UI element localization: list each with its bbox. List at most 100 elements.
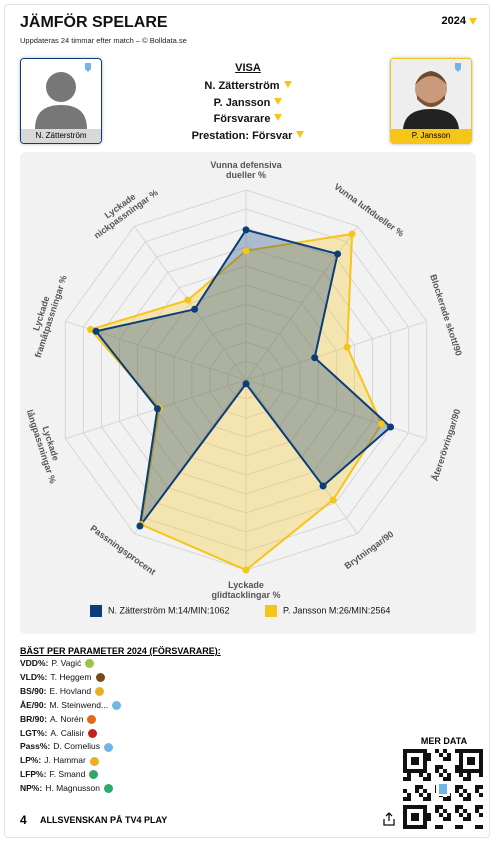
data-point — [136, 522, 144, 530]
data-point — [329, 496, 337, 504]
club-logo — [112, 700, 122, 710]
qr-module — [455, 769, 459, 773]
qr-module — [419, 793, 423, 797]
axis-label: Vunna defensiva dueller % — [210, 160, 282, 180]
qr-code[interactable] — [402, 748, 484, 830]
qr-module — [479, 793, 483, 797]
best-player[interactable]: H. Magnusson — [45, 783, 101, 794]
qr-module — [435, 825, 439, 829]
best-player[interactable]: E. Hovland — [49, 685, 92, 696]
year-selector[interactable]: 2024 — [442, 15, 477, 27]
best-player[interactable]: J. Hammar — [44, 755, 86, 766]
qr-module — [443, 757, 447, 761]
qr-module — [447, 797, 451, 801]
qr-module — [435, 749, 439, 753]
spoke — [133, 225, 247, 381]
data-point — [319, 482, 327, 490]
best-player[interactable]: T. Heggem — [50, 671, 92, 682]
filter-item[interactable]: P. Jansson — [150, 97, 346, 109]
qr-module — [427, 757, 431, 761]
qr-module — [459, 825, 463, 829]
best-row: BS/90: E. Hovland — [20, 685, 105, 697]
qr-module — [475, 809, 479, 813]
qr-module — [439, 813, 443, 817]
data-point — [311, 354, 319, 362]
filter-item[interactable]: N. Zätterström — [150, 80, 346, 92]
data-point — [387, 423, 395, 431]
qr-module — [459, 793, 463, 797]
best-key: VLD%: — [20, 671, 48, 682]
qr-module — [467, 773, 471, 777]
qr-module — [463, 789, 467, 793]
filter-title: VISA — [235, 62, 261, 74]
data-point — [87, 326, 95, 334]
dropdown-arrow — [274, 97, 283, 105]
qr-module — [443, 769, 447, 773]
legend-label: P. Jansson M:26/MIN:2564 — [283, 605, 391, 616]
more-data: MER DATA — [420, 736, 468, 746]
qr-module — [475, 825, 479, 829]
qr-module — [439, 753, 443, 757]
qr-module — [407, 793, 411, 797]
best-key: ÅE/90: — [20, 699, 47, 710]
best-player[interactable]: D. Cornelius — [53, 741, 101, 752]
footer-text[interactable]: ALLSVENSKAN PÅ TV4 PLAY — [40, 815, 168, 825]
best-player[interactable]: M. Steinwend... — [49, 699, 109, 710]
qr-module — [459, 805, 463, 809]
club-logo — [104, 742, 114, 752]
club-logo — [89, 756, 99, 766]
qr-module — [479, 785, 483, 789]
club-logo — [88, 728, 98, 738]
qr-module — [423, 777, 427, 781]
legend-label: N. Zätterström M:14/MIN:1062 — [108, 605, 230, 616]
qr-module — [455, 785, 459, 789]
qr-module — [455, 749, 459, 753]
share-icon[interactable] — [382, 812, 396, 826]
club-logo — [104, 784, 114, 794]
qr-module — [419, 773, 423, 777]
qr-module — [419, 785, 423, 789]
club-logo — [89, 770, 99, 780]
best-player[interactable]: A. Calisir — [50, 727, 85, 738]
qr-module — [447, 817, 451, 821]
qr-module — [467, 777, 471, 781]
player-card[interactable]: N. Zätterström — [20, 58, 102, 144]
dropdown-arrow — [296, 130, 305, 138]
qr-module — [439, 805, 443, 809]
qr-module — [463, 777, 467, 781]
best-row: LGT%: A. Calisir — [20, 727, 98, 738]
qr-module — [467, 757, 475, 765]
best-key: LP%: — [20, 755, 42, 766]
qr-module — [459, 813, 463, 817]
qr-module — [443, 777, 447, 781]
data-point — [242, 380, 250, 388]
legend-swatch — [265, 605, 277, 617]
qr-module — [435, 809, 439, 813]
data-point — [334, 250, 342, 258]
player-card[interactable]: P. Jansson — [390, 58, 472, 144]
best-player[interactable]: P. Vagić — [51, 658, 82, 668]
qr-module — [455, 809, 459, 813]
best-key: BR/90: — [20, 713, 47, 724]
best-player[interactable]: A. Norén — [49, 713, 84, 724]
qr-module — [403, 797, 407, 801]
best-key: LFP%: — [20, 769, 47, 780]
best-row: BR/90: A. Norén — [20, 713, 97, 724]
qr-module — [439, 825, 443, 829]
qr-module — [439, 773, 443, 777]
qr-module — [459, 773, 463, 777]
filter-item[interactable]: Prestation: Försvar — [150, 130, 346, 142]
filter-item[interactable]: Försvarare — [150, 113, 346, 125]
spoke — [245, 320, 427, 381]
data-point — [242, 247, 250, 255]
qr-module — [467, 813, 471, 817]
player-name: N. Zätterström — [21, 129, 101, 143]
card — [4, 4, 490, 838]
qr-module — [475, 805, 479, 809]
best-player[interactable]: F. Smand — [49, 769, 86, 780]
qr-module — [479, 805, 483, 809]
data-point — [348, 230, 356, 238]
qr-module — [427, 753, 431, 757]
subtitle: Uppdateras 24 timmar efter match – © Bol… — [20, 36, 187, 45]
best-row: LFP%: F. Smand — [20, 769, 99, 780]
